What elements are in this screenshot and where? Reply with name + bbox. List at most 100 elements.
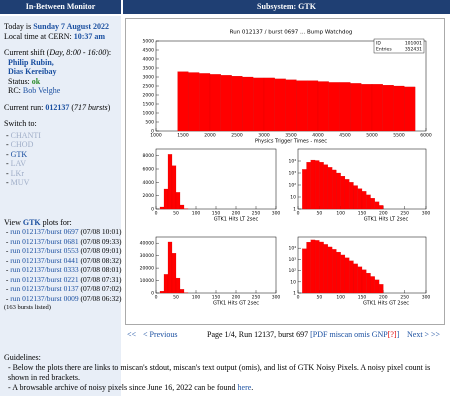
prev-link[interactable]: < Previous: [143, 330, 178, 339]
bracket: ]: [396, 330, 400, 339]
shifter: Dias Kereibay: [8, 67, 57, 76]
omis-link[interactable]: omis: [354, 330, 370, 339]
stats-key: ID: [376, 41, 381, 47]
y-tick-label: 10: [290, 279, 296, 285]
histogram-bar: [404, 86, 416, 132]
burst-time: (07/08 09:01): [80, 246, 122, 255]
label: ):: [106, 48, 112, 57]
histogram-bar: [209, 74, 221, 132]
histogram-bar: [332, 169, 337, 210]
histogram-bar: [306, 242, 311, 294]
histogram-bar: [319, 162, 324, 210]
label: plots for:: [42, 217, 72, 227]
burst-time: (07/08 08:32): [80, 255, 122, 265]
histogram-bar: [314, 240, 320, 294]
y-tick-label: 20000: [140, 266, 154, 272]
plot-title: Run 012137 / burst 0697 ... Bump Watchdo…: [230, 30, 353, 36]
burst-item: - run 012137/burst 0221 (07/08 07:31): [4, 274, 122, 284]
histogram-bar: [220, 75, 232, 132]
listed-count: (163 bursts listed): [4, 304, 51, 311]
histogram-bar: [349, 260, 354, 294]
histogram-bar: [253, 77, 265, 132]
histogram-bar: [327, 167, 333, 210]
histogram-bar: [274, 78, 286, 132]
subsystem-title: Subsystem: GTK: [123, 0, 450, 14]
switch-link[interactable]: LKr: [10, 168, 24, 178]
app-title: In-Between Monitor: [0, 0, 121, 14]
switch-item: - CHANTI: [4, 130, 41, 140]
histogram-bar: [310, 239, 316, 294]
miscan-link[interactable]: miscan: [329, 330, 353, 339]
histogram-bar: [344, 179, 350, 210]
burst-link[interactable]: run 012137/burst 0221: [10, 274, 79, 284]
histogram-bar: [177, 71, 189, 132]
x-tick-label: 1500: [177, 133, 189, 139]
x-tick-label: 300: [422, 295, 431, 301]
burst-item: - run 012137/burst 0333 (07/08 08:01): [4, 265, 122, 274]
burst-time: (07/08 07:31): [80, 274, 122, 284]
next-link[interactable]: Next >: [407, 330, 430, 339]
x-tick-label: 50: [316, 295, 322, 301]
status: ok: [31, 76, 41, 86]
stats-value: 101001: [405, 41, 422, 47]
histogram-bar: [317, 81, 329, 132]
histogram-bar: [163, 188, 169, 210]
histogram-bar: [307, 80, 319, 132]
histogram-bar: [327, 246, 333, 294]
histogram-bar: [175, 277, 181, 294]
burst-link[interactable]: run 012137/burst 0553: [10, 246, 79, 255]
y-tick-label: 5000: [143, 39, 155, 45]
histogram-bar: [159, 206, 165, 210]
y-tick-label: 1: [293, 291, 296, 297]
switch-item: - LKr: [4, 168, 24, 178]
burst-link[interactable]: run 012137/burst 0009: [10, 293, 79, 303]
switch-link[interactable]: GTK: [10, 149, 28, 159]
x-tick-label: 0: [297, 211, 300, 217]
last-link[interactable]: >>: [431, 330, 441, 339]
x-tick-label: 200: [232, 295, 241, 301]
burst-link[interactable]: run 012137/burst 0333: [10, 265, 79, 274]
x-tick-label: 50: [316, 211, 322, 217]
histogram-bar: [199, 73, 211, 132]
burst-item: - run 012137/burst 0009 (07/08 06:32): [4, 293, 122, 303]
switch-link[interactable]: CHANTI: [10, 130, 41, 140]
x-axis-label: GTK1 Hits GT 2sec: [363, 301, 409, 307]
y-tick-label: 6000: [143, 167, 155, 173]
label: Switch to:: [4, 119, 37, 128]
x-tick-label: 150: [358, 211, 367, 217]
archive-link[interactable]: here: [237, 383, 252, 392]
x-axis-label: GTK1 Hits LT 2sec: [364, 217, 409, 223]
x-axis-label: GTK1 Hits GT 2sec: [213, 301, 259, 307]
burst-link[interactable]: run 012137/burst 0681: [10, 236, 79, 246]
pdf-link[interactable]: PDF: [312, 330, 328, 339]
histogram-bar: [357, 266, 363, 294]
burst-time: (07/08 09:33): [80, 236, 122, 246]
shifter: Philip Rubin,: [8, 57, 54, 67]
burst-link[interactable]: run 012137/burst 0137: [10, 284, 79, 293]
date: Sunday 7 August 2022: [33, 22, 110, 31]
x-tick-label: 0: [155, 295, 158, 301]
histogram-bar: [310, 159, 316, 210]
histogram-bar: [231, 75, 243, 132]
burst-link[interactable]: run 012137/burst 0697: [10, 227, 79, 236]
stats-value: 352431: [405, 47, 422, 53]
x-tick-label: 6000: [420, 133, 432, 139]
switch-link[interactable]: LAV: [10, 159, 27, 168]
histogram-bar: [344, 257, 350, 294]
burst-link[interactable]: run 012137/burst 0441: [10, 255, 79, 265]
switch-item: - GTK: [4, 149, 28, 159]
label: Local time at CERN:: [4, 31, 72, 41]
run-link[interactable]: 012137: [45, 102, 70, 112]
gnp-link[interactable]: GNP: [371, 330, 388, 339]
histogram-bar: [323, 164, 328, 210]
switch-link[interactable]: CHOD: [10, 140, 34, 149]
histogram-bar: [242, 76, 254, 132]
first-link[interactable]: <<: [127, 330, 137, 339]
rc-link[interactable]: Bob Velghe: [22, 86, 61, 95]
burst-time: (07/08 08:01): [80, 265, 122, 274]
switch-link[interactable]: MUV: [10, 178, 30, 187]
y-tick-label: 2000: [143, 193, 155, 199]
y-tick-label: 1: [293, 207, 296, 213]
subsystem-link[interactable]: GTK: [22, 217, 41, 227]
